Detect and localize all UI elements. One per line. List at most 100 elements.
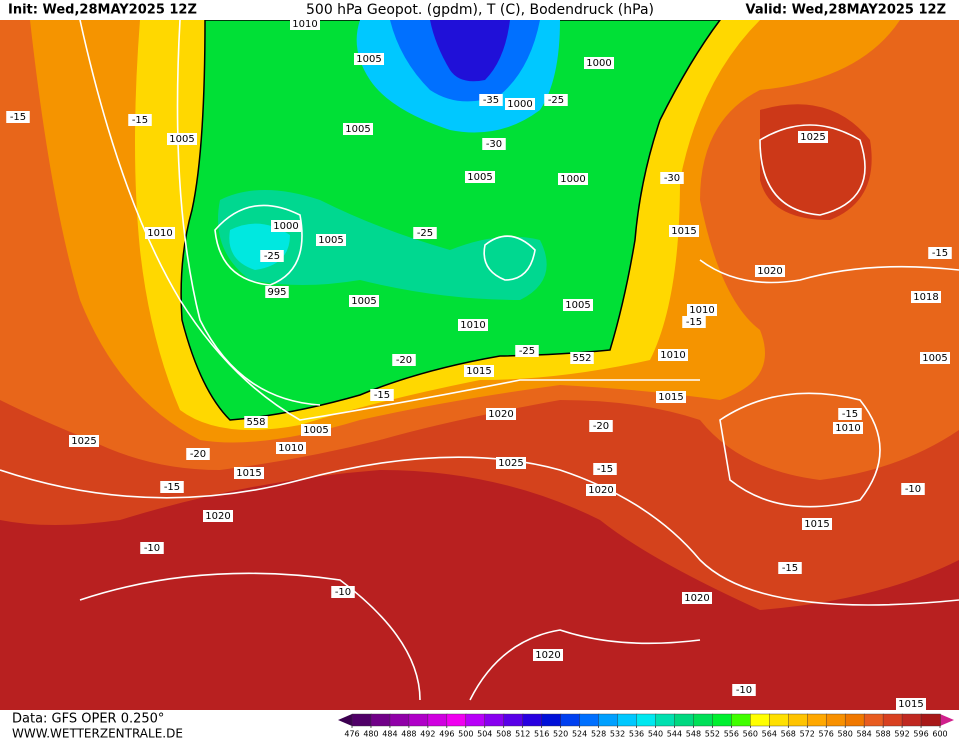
label-box — [563, 299, 593, 311]
map-label: 1020 — [588, 485, 613, 496]
colorbar-tick-label: 528 — [591, 730, 606, 739]
colorbar-swatch — [788, 713, 808, 727]
colorbar-tick-label: 584 — [856, 730, 871, 739]
colorbar-swatch — [427, 713, 448, 727]
label-box — [682, 592, 712, 604]
isobars — [0, 19, 959, 701]
map-label: 552 — [572, 353, 591, 364]
label-box — [301, 424, 331, 436]
label-box — [496, 457, 526, 469]
label-box — [802, 518, 832, 530]
map-label: -20 — [593, 421, 609, 432]
label-box — [901, 483, 925, 495]
colorbar-tick-label: 556 — [724, 730, 739, 739]
label-box — [798, 131, 828, 143]
label-box — [533, 649, 563, 661]
colorbar-tick-label: 500 — [458, 730, 473, 739]
map-label: 1015 — [658, 392, 683, 403]
map-label: -30 — [486, 139, 502, 150]
map-label: 1005 — [356, 54, 381, 65]
label-box — [6, 111, 30, 123]
map-label: -15 — [842, 409, 858, 420]
label-box — [186, 448, 210, 460]
map-label: 1000 — [273, 221, 298, 232]
map-label: 1005 — [318, 235, 343, 246]
label-box — [911, 291, 941, 303]
colorbar-tick-label: 484 — [382, 730, 397, 739]
colorbar-swatch — [503, 713, 524, 727]
map-label: -10 — [905, 484, 921, 495]
map-label: 1000 — [586, 58, 611, 69]
label-box — [128, 114, 152, 126]
site-url: WWW.WETTERZENTRALE.DE — [12, 727, 183, 741]
label-box — [928, 247, 952, 259]
colorbar-swatch — [693, 713, 714, 727]
colorbar-swatch — [825, 713, 846, 727]
label-box — [669, 225, 699, 237]
data-source: Data: GFS OPER 0.250° — [12, 712, 164, 727]
label-box — [354, 53, 384, 65]
label-box — [370, 389, 394, 401]
label-box — [458, 319, 488, 331]
colorbar-tick-label: 572 — [800, 730, 815, 739]
colorbar-tick-label: 588 — [875, 730, 890, 739]
map-label: -10 — [335, 587, 351, 598]
map-label: -15 — [132, 115, 148, 126]
map-label: 1020 — [684, 593, 709, 604]
label-box — [203, 510, 233, 522]
map-label: 1005 — [169, 134, 194, 145]
label-box — [331, 586, 355, 598]
colorbar-tick-label: 540 — [648, 730, 663, 739]
label-box — [160, 481, 184, 493]
label-box — [755, 265, 785, 277]
map-label: 1020 — [757, 266, 782, 277]
label-box — [660, 172, 684, 184]
label-box — [349, 295, 379, 307]
label-box — [544, 94, 568, 106]
colorbar-tick-label: 548 — [686, 730, 701, 739]
label-box — [778, 562, 802, 574]
map-label: -15 — [10, 112, 26, 123]
label-box — [290, 18, 320, 30]
colorbar-swatch — [769, 713, 789, 727]
map-label: 1005 — [303, 425, 328, 436]
map-label: 1000 — [507, 99, 532, 110]
colorbar-swatch — [674, 713, 695, 727]
label-box — [392, 354, 416, 366]
colorbar-tick-label: 592 — [894, 730, 909, 739]
label-box — [920, 352, 950, 364]
label-box — [343, 123, 373, 135]
map-label: -15 — [597, 464, 613, 475]
colorbar-swatch — [920, 713, 941, 727]
label-box — [464, 365, 494, 377]
label-box — [589, 420, 613, 432]
label-box — [838, 408, 862, 420]
label-box — [732, 684, 756, 696]
map-label: -10 — [736, 685, 752, 696]
colorbar-tick-label: 552 — [705, 730, 720, 739]
map-label: 1025 — [498, 458, 523, 469]
map-label: -15 — [164, 482, 180, 493]
map-label: 1005 — [922, 353, 947, 364]
colorbar-swatch — [579, 713, 600, 727]
map-label: 1010 — [689, 305, 714, 316]
colorbar-tick-label: 508 — [496, 730, 511, 739]
map-label: -10 — [144, 543, 160, 554]
map-label: 558 — [246, 417, 265, 428]
map-label: 1010 — [660, 350, 685, 361]
colorbar-tick-label: 512 — [515, 730, 530, 739]
colorbar-swatch — [446, 713, 467, 727]
label-box — [140, 542, 164, 554]
label-box — [515, 345, 539, 357]
map-label: 1010 — [460, 320, 485, 331]
map-label: 1015 — [466, 366, 491, 377]
colorbar-tick-label: 568 — [781, 730, 796, 739]
map-label: -15 — [932, 248, 948, 259]
label-box — [145, 227, 175, 239]
colorbar-swatch — [522, 713, 543, 727]
map-label: -25 — [417, 228, 433, 239]
map-label: -30 — [664, 173, 680, 184]
map-label: 1015 — [236, 468, 261, 479]
map-label: 1018 — [913, 292, 938, 303]
